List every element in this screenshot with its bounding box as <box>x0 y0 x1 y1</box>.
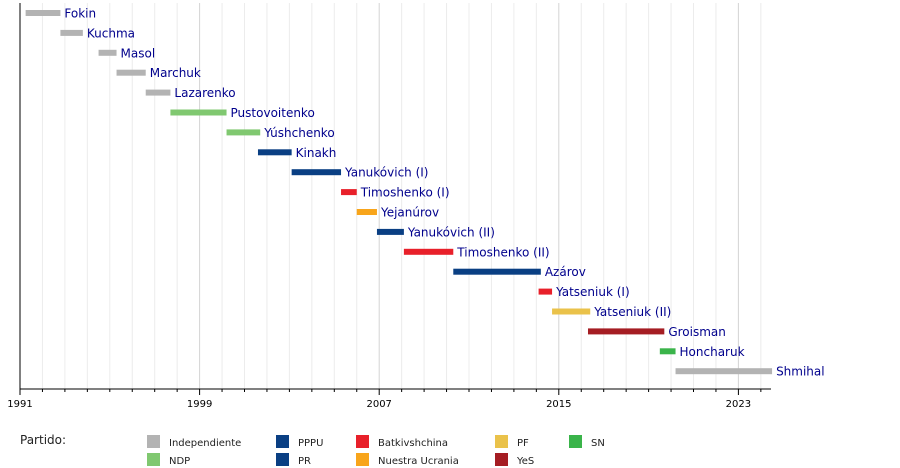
legend-label: Nuestra Ucrania <box>378 456 459 467</box>
legend-swatch <box>147 453 160 466</box>
legend-label: PF <box>517 438 529 449</box>
x-tick-label: 2015 <box>546 399 571 410</box>
bar-fokin <box>25 10 61 16</box>
bar-label: Yatseniuk (I) <box>555 285 630 299</box>
bar-masol <box>98 49 117 56</box>
bar-label: Masol <box>121 46 156 60</box>
x-axis: 1991 1999 2007 2015 2023 <box>7 3 771 410</box>
legend-swatch <box>147 435 160 448</box>
legend-swatch <box>276 453 289 466</box>
bar-yatseniuk-ii <box>552 308 591 315</box>
bar-label: Timoshenko (I) <box>360 186 450 200</box>
bar-yejan-rov <box>356 209 377 215</box>
bar-label: Lazarenko <box>174 86 235 100</box>
bar-groisman <box>587 328 665 335</box>
legend-swatch <box>356 435 369 448</box>
bar-label: Yanukóvich (I) <box>344 166 428 180</box>
bar-label: Kinakh <box>296 146 337 160</box>
x-tick-label: 2007 <box>366 399 391 410</box>
x-tick-label: 1999 <box>187 399 212 410</box>
legend-swatch <box>495 453 508 466</box>
bar-label: Timoshenko (II) <box>456 245 549 259</box>
bar-label: Kuchma <box>87 26 135 40</box>
legend-item: Batkivshchina <box>356 435 448 449</box>
legend-swatch <box>356 453 369 466</box>
bar-kuchma <box>60 29 83 36</box>
bar-label: Honcharuk <box>680 345 745 359</box>
legend-label: NDP <box>169 456 191 467</box>
bar-label: Yatseniuk (II) <box>593 305 671 319</box>
bar-yatseniuk-i <box>538 288 553 295</box>
legend-title: Partido: <box>20 433 67 447</box>
legend-item: Nuestra Ucrania <box>356 453 459 467</box>
x-tick-label: 1991 <box>7 399 32 410</box>
legend-label: SN <box>591 438 605 449</box>
legend-swatch <box>495 435 508 448</box>
legend-item: PR <box>276 453 311 467</box>
legend-item: PPPU <box>276 435 323 449</box>
bar-label: Shmihal <box>776 365 825 379</box>
bar-marchuk <box>116 69 146 76</box>
bar-label: Yejanúrov <box>380 206 439 220</box>
bar-honcharuk <box>659 348 676 355</box>
bar-labels: Fokin Kuchma Masol Marchuk Lazarenko Pustovoi… <box>64 7 824 379</box>
legend-label: YeS <box>517 456 535 467</box>
legend-item: NDP <box>147 453 190 467</box>
bar-label: Groisman <box>668 325 726 339</box>
bar-yanuk-vich-i <box>291 169 342 176</box>
bar-label: Yúshchenko <box>263 126 334 140</box>
bar-lazarenko <box>145 89 171 96</box>
bar-shmihal <box>675 368 773 375</box>
bar-az-rov <box>453 268 541 275</box>
bar-yanuk-vich-ii <box>376 228 404 235</box>
legend-label: Batkivshchina <box>378 438 449 449</box>
bar-kinakh <box>257 149 292 156</box>
bar-label: Fokin <box>64 7 96 21</box>
legend-label: Independiente <box>169 438 242 449</box>
legend-swatch <box>569 435 582 448</box>
bar-label: Azárov <box>545 265 586 279</box>
legend-label: PR <box>298 456 311 467</box>
x-tick-label: 2023 <box>726 399 751 410</box>
legend-item: SN <box>569 435 605 449</box>
bars <box>25 10 773 375</box>
bar-label: Pustovoitenko <box>231 106 315 120</box>
bar-timoshenko-ii <box>403 248 454 255</box>
bar-label: Marchuk <box>150 66 201 80</box>
bar-label: Yanukóvich (II) <box>407 225 495 239</box>
legend-item: Independiente <box>147 435 241 449</box>
legend-label: PPPU <box>298 438 324 449</box>
legend-item: YeS <box>495 453 534 467</box>
grid-lines <box>19 3 762 389</box>
legend-swatch <box>276 435 289 448</box>
bar-y-shchenko <box>226 129 261 136</box>
bar-pustovoitenko <box>170 109 227 116</box>
legend-item: PF <box>495 435 529 449</box>
bar-timoshenko-i <box>341 189 357 196</box>
